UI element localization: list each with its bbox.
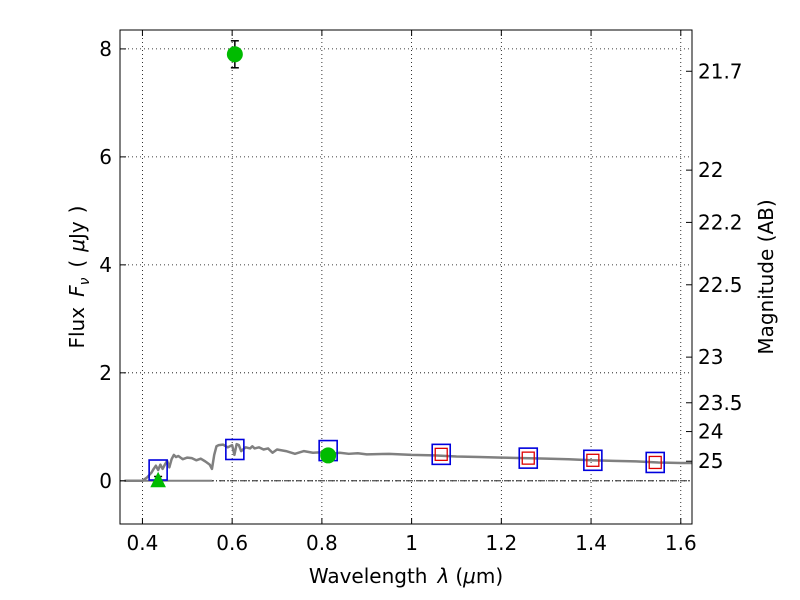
upper-limit-box-3 [648,455,662,470]
observed-point-1 [320,447,337,464]
axis-ticks: 0.4 0.6 0.8 1 1.2 1.4 1.60246821.72222.222.523… [99,30,743,555]
mag-tick-label-4: 23 [698,345,723,369]
model-photometry-box-6 [645,451,666,474]
y-tick-label-1: 2 [99,361,112,385]
x-tick-label-4: 1.2 [485,531,517,555]
x-tick-label-1: 0.6 [216,531,248,555]
x-tick-label-3: 1 [405,531,418,555]
upper-limit-box-2 [586,453,600,467]
x-tick-label-0: 0.4 [127,531,159,555]
x-tick-label-5: 1.4 [575,531,607,555]
observed-point-0 [226,46,243,63]
x-tick-label-6: 1.6 [665,531,697,555]
y-tick-label-2: 4 [99,253,112,277]
mag-tick-label-3: 22.5 [698,273,743,297]
sed-model-curve [124,442,692,483]
x-tick-label-2: 0.8 [306,531,338,555]
mag-tick-label-5: 23.5 [698,391,743,415]
photometry-layer [148,40,666,488]
grid-lines [120,30,692,524]
sed-model-layer [124,442,692,483]
model-photometry-box-5 [583,449,603,472]
y-axis-label: FluxFν(μJy) [65,205,93,348]
mag-tick-label-2: 22.2 [698,210,743,234]
model-photometry-box-1 [225,438,245,461]
upper-limit-box-0 [434,447,448,462]
plot-frame [119,29,693,525]
x-axis-label: Wavelength λ (μm) [309,564,503,588]
upper-limit-box-1 [521,451,535,465]
y2-axis-label: Magnitude (AB) [754,199,778,354]
y-tick-label-4: 8 [99,37,112,61]
model-photometry-box-4 [518,447,539,469]
mag-tick-label-6: 24 [698,420,723,444]
mag-tick-label-7: 25 [698,449,723,473]
y-tick-label-0: 0 [99,469,112,493]
observed-point-2 [150,471,166,488]
y-tick-label-3: 6 [99,145,112,169]
mag-tick-label-0: 21.7 [698,59,743,83]
mag-tick-label-1: 22 [698,158,723,182]
model-photometry-box-3 [431,443,452,466]
